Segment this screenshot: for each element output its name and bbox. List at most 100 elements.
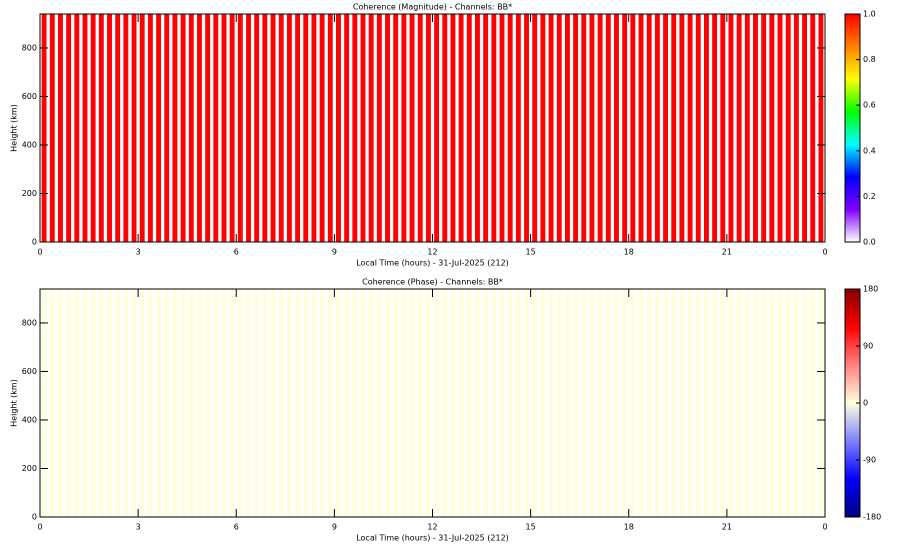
heatmap-column — [213, 14, 219, 242]
heatmap-column — [139, 14, 145, 242]
heatmap-column — [573, 289, 579, 517]
heatmap-column — [82, 14, 88, 242]
heatmap-column — [66, 14, 72, 242]
x-tick-label: 0 — [37, 523, 42, 532]
heatmap-column — [466, 289, 472, 517]
colorbar-tick-label: 0.4 — [863, 146, 876, 155]
heatmap-column — [417, 14, 423, 242]
heatmap-column — [744, 14, 750, 242]
x-tick-label: 9 — [332, 523, 337, 532]
heatmap-column — [115, 289, 121, 517]
colorbar-tick-label: -180 — [863, 513, 881, 522]
heatmap-column — [744, 289, 750, 517]
colorbar-tick-label: 0 — [863, 399, 868, 408]
heatmap-column — [703, 289, 709, 517]
heatmap-column — [475, 289, 480, 517]
heatmap-column — [286, 14, 292, 242]
heatmap-column — [434, 289, 440, 517]
heatmap-column — [385, 14, 390, 242]
heatmap-column — [515, 289, 521, 517]
heatmap-column — [556, 14, 562, 242]
colorbar-tick-label: 90 — [863, 342, 873, 351]
heatmap-column — [646, 14, 652, 242]
x-tick-label: 12 — [427, 248, 437, 257]
heatmap-column — [589, 14, 595, 242]
heatmap-column — [344, 14, 350, 242]
x-tick-label: 0 — [37, 248, 42, 257]
x-tick-label: 15 — [526, 248, 536, 257]
heatmap-column — [614, 14, 619, 242]
heatmap-column — [695, 289, 701, 517]
heatmap-column — [229, 289, 235, 517]
x-tick-label: 6 — [234, 523, 239, 532]
heatmap-column — [622, 289, 628, 517]
heatmap-column — [98, 14, 104, 242]
heatmap-column — [524, 14, 529, 242]
heatmap-column — [74, 14, 80, 242]
y-tick-label: 600 — [22, 367, 37, 376]
heatmap-column — [417, 289, 423, 517]
heatmap-column — [262, 14, 268, 242]
heatmap-column — [237, 14, 243, 242]
heatmap-column — [393, 14, 399, 242]
heatmap-column — [638, 289, 644, 517]
heatmap-column — [409, 14, 415, 242]
heatmap-column — [818, 289, 824, 517]
x-tick-label: 12 — [427, 523, 437, 532]
heatmap-column — [491, 14, 497, 242]
x-tick-label: 21 — [722, 523, 732, 532]
heatmap-column — [376, 289, 382, 517]
heatmap-column — [107, 14, 112, 242]
colorbar-tick-label: 0.6 — [863, 101, 876, 110]
heatmap-column — [720, 289, 726, 517]
heatmap-column — [450, 289, 456, 517]
heatmap-column — [425, 14, 431, 242]
heatmap-column — [663, 289, 668, 517]
heatmap-column — [761, 14, 767, 242]
heatmap-column — [98, 289, 104, 517]
heatmap-column — [753, 289, 758, 517]
heatmap-column — [556, 289, 562, 517]
heatmap-column — [622, 14, 628, 242]
heatmap-column — [589, 289, 595, 517]
heatmap-column — [147, 289, 153, 517]
heatmap-column — [491, 289, 497, 517]
heatmap-column — [270, 14, 276, 242]
heatmap-column — [458, 289, 464, 517]
heatmap-column — [49, 14, 55, 242]
heatmap-column — [278, 14, 284, 242]
heatmap-column — [630, 289, 636, 517]
y-tick-label: 200 — [22, 189, 37, 198]
heatmap-column — [785, 289, 791, 517]
heatmap-column — [295, 289, 301, 517]
heatmap-column — [703, 14, 709, 242]
heatmap-column — [483, 289, 489, 517]
heatmap-column — [458, 14, 464, 242]
heatmap-column — [188, 14, 194, 242]
heatmap-column — [147, 14, 153, 242]
heatmap-column — [327, 14, 333, 242]
heatmap-column — [540, 289, 546, 517]
heatmap-column — [164, 289, 170, 517]
colorbar-tick-label: 0.0 — [863, 238, 876, 247]
heatmap-column — [115, 14, 121, 242]
colorbar — [844, 13, 861, 243]
heatmap-column — [548, 289, 554, 517]
heatmap-column — [229, 14, 235, 242]
heatmap-column — [188, 289, 194, 517]
heatmap-column — [385, 289, 390, 517]
heatmap-column — [802, 289, 808, 517]
heatmap-column — [295, 14, 301, 242]
y-tick-label: 0 — [32, 238, 37, 247]
heatmap-column — [82, 289, 88, 517]
heatmap-column — [671, 289, 677, 517]
heatmap-column — [450, 14, 456, 242]
heatmap-column — [246, 289, 251, 517]
heatmap-column — [540, 14, 546, 242]
heatmap-column — [466, 14, 472, 242]
y-tick-label: 600 — [22, 92, 37, 101]
heatmap-column — [197, 289, 202, 517]
x-tick-label: 3 — [136, 523, 141, 532]
heatmap-column — [221, 14, 227, 242]
